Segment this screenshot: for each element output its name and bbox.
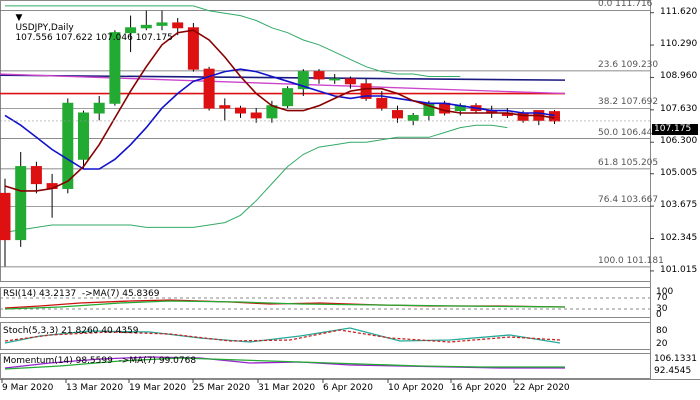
time-axis-label: 6 Apr 2020 (323, 383, 373, 393)
time-axis-label: 13 Mar 2020 (66, 383, 124, 393)
price-axis-label: 107.630 (660, 103, 698, 114)
time-axis-label: 25 Mar 2020 (193, 383, 251, 393)
price-axis-label: 108.960 (660, 71, 698, 82)
price-axis-label: 106.300 (660, 136, 698, 147)
chart-menu-icon[interactable]: ▼ (15, 13, 23, 23)
ma-slow-line (4, 29, 555, 192)
candles (0, 10, 560, 267)
candle-body (297, 71, 309, 90)
price-axis-label: 101.015 (660, 264, 698, 275)
fib-label: 100.0 101.181 (598, 255, 664, 266)
time-axis-label: 31 Mar 2020 (258, 383, 316, 393)
rsi-label: RSI(14) 43.2137 ->MA(7) 45.8369 (3, 289, 160, 299)
candle-body (140, 24, 152, 29)
price-axis-label: 103.675 (660, 200, 698, 211)
symbol-header: ▼ USDJPY,Daily 107.556 107.622 107.046 1… (4, 3, 173, 53)
rsi-ma-line (4, 300, 566, 310)
time-axis-label: 22 Apr 2020 (514, 383, 570, 393)
candle-body (125, 27, 137, 34)
candle-body (376, 97, 388, 109)
fib-label: 61.8 105.205 (598, 157, 659, 168)
candle-body (235, 107, 246, 114)
bollinger-bands (4, 5, 508, 233)
stoch-signal-line (4, 329, 561, 343)
price-axis-label: 110.290 (660, 39, 698, 50)
ohlc-values: 107.556 107.622 107.046 107.175 (15, 33, 173, 43)
candle-body (329, 78, 341, 81)
candle-body (282, 88, 294, 107)
momentum-ma-line (4, 357, 565, 370)
candle-body (392, 110, 403, 119)
candle-body (203, 68, 215, 109)
time-axis-label: 19 Mar 2020 (129, 383, 187, 393)
rsi-axis-0: 0 (656, 310, 662, 320)
candle-body (156, 22, 168, 26)
candle-body (360, 83, 372, 99)
fib-label: 38.2 107.692 (598, 97, 659, 108)
current-price-badge: 107.175 (652, 124, 698, 135)
candle-body (0, 192, 11, 241)
candle-body (62, 102, 74, 189)
time-axis-label: 9 Mar 2020 (2, 383, 54, 393)
stoch-axis-20: 20 (656, 339, 668, 349)
candle-body (172, 22, 184, 29)
fib-label: 50.0 106.448 (598, 127, 659, 138)
candle-body (109, 32, 121, 104)
momentum-label: Momentum(14) 98.5599 ->MA(7) 99.0768 (3, 356, 197, 366)
candle-body (78, 112, 89, 160)
momentum-axis-low: 92.4545 (654, 366, 692, 376)
momentum-axis-high: 106.1331 (654, 354, 697, 364)
bollinger-lower (4, 124, 508, 233)
fib-label: 23.6 109.230 (598, 59, 659, 70)
stoch-axis-80: 80 (656, 326, 668, 336)
price-axis-label: 102.345 (660, 232, 698, 243)
fib-label: 76.4 103.667 (598, 195, 659, 206)
fib-label: 0.0 111.716 (598, 0, 653, 10)
rsi-axis-30: 30 (656, 304, 668, 314)
price-axis-label: 105.005 (660, 167, 698, 178)
time-axis-label: 10 Apr 2020 (388, 383, 444, 393)
ma-long-navy (0, 74, 566, 81)
candle-body (15, 166, 27, 241)
stoch-main-line (4, 327, 561, 344)
rsi-axis-100: 100 (656, 287, 674, 297)
candle-body (313, 71, 325, 80)
fibonacci-levels (0, 9, 650, 268)
candle-body (549, 111, 560, 122)
time-axis-label: 16 Apr 2020 (451, 383, 507, 393)
ma-long-magenta (0, 73, 566, 95)
moving-averages (0, 29, 650, 192)
candle-body (344, 78, 356, 85)
candle-body (407, 114, 419, 121)
indicator-lines (0, 297, 650, 370)
price-axis-label: 111.620 (660, 6, 698, 17)
rsi-axis-70: 70 (656, 293, 668, 303)
symbol-label: USDJPY,Daily (15, 23, 74, 33)
candle-body (219, 105, 231, 109)
candle-body (250, 112, 262, 119)
candle-body (93, 102, 105, 114)
stoch-label: Stoch(5,3,3) 21.8260 40.4359 (3, 326, 139, 336)
bollinger-upper (5, 5, 461, 77)
time-ticks (1, 379, 515, 383)
ma-fast-line (4, 68, 555, 170)
candle-body (187, 27, 199, 70)
candle-body (30, 166, 42, 185)
